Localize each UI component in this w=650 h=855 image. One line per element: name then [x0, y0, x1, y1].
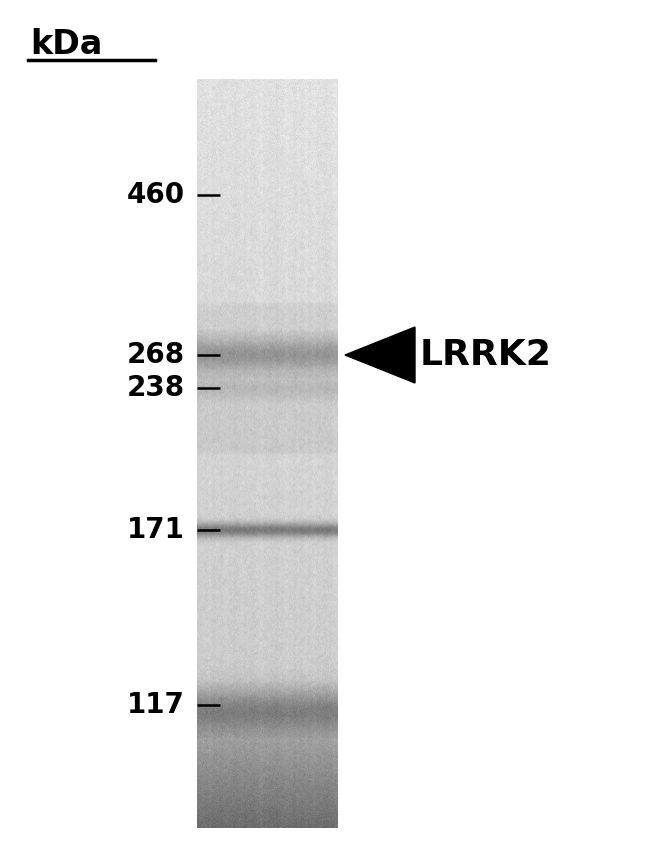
- Text: 268: 268: [127, 341, 185, 369]
- Text: 171: 171: [127, 516, 185, 544]
- Polygon shape: [345, 327, 415, 383]
- Text: kDa: kDa: [30, 28, 103, 61]
- Text: LRRK2: LRRK2: [420, 338, 552, 372]
- Text: 117: 117: [127, 691, 185, 719]
- Text: 460: 460: [127, 181, 185, 209]
- Text: 238: 238: [127, 374, 185, 402]
